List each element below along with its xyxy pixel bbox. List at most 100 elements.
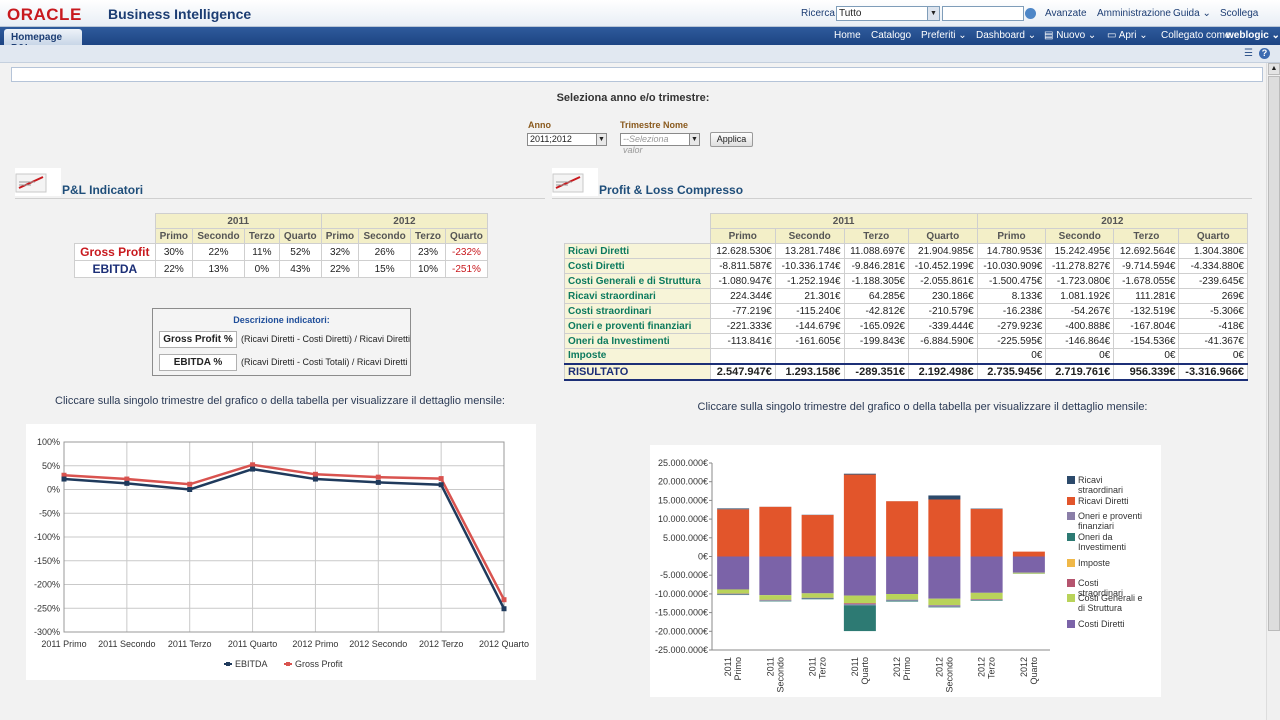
bar-segment[interactable] — [928, 556, 961, 599]
bar-segment[interactable] — [970, 556, 1003, 593]
table-cell[interactable]: -1.252.194€ — [774, 273, 845, 289]
table-cell[interactable]: -54.267€ — [1045, 303, 1115, 319]
data-point[interactable] — [61, 472, 67, 478]
data-point[interactable] — [124, 480, 130, 486]
table-cell[interactable] — [709, 348, 776, 364]
table-cell[interactable]: -239.645€ — [1178, 273, 1248, 289]
bar-segment[interactable] — [843, 473, 876, 475]
table-cell[interactable]: -16.238€ — [976, 303, 1047, 319]
search-input[interactable] — [942, 6, 1024, 21]
table-cell[interactable]: 23% — [410, 243, 446, 261]
nav-new[interactable]: ▤ Nuovo ⌄ — [1044, 30, 1096, 41]
data-point[interactable] — [501, 597, 507, 603]
bar-segment[interactable] — [843, 474, 876, 557]
table-cell[interactable]: 26% — [358, 243, 412, 261]
table-cell[interactable]: -1.500.475€ — [976, 273, 1047, 289]
bar-segment[interactable] — [970, 599, 1003, 601]
table-cell[interactable]: -225.595€ — [976, 333, 1047, 349]
series-line-gross-profit[interactable] — [63, 463, 506, 601]
data-point[interactable] — [124, 476, 130, 482]
table-cell[interactable]: -1.723.080€ — [1045, 273, 1115, 289]
year-header[interactable]: 2012 — [976, 213, 1249, 229]
row-label[interactable]: Ricavi Diretti — [564, 243, 711, 259]
bar-segment[interactable] — [801, 598, 834, 600]
row-label[interactable]: Costi straordinari — [564, 303, 711, 319]
table-cell[interactable]: 32% — [320, 243, 360, 261]
nav-open[interactable]: ▭ Apri ⌄ — [1107, 30, 1148, 41]
quarter-header[interactable]: Secondo — [191, 228, 245, 244]
table-cell[interactable]: -77.219€ — [709, 303, 776, 319]
bar-segment[interactable] — [843, 604, 876, 606]
table-cell[interactable]: -1.188.305€ — [843, 273, 909, 289]
table-cell[interactable]: -418€ — [1178, 318, 1248, 334]
year-header[interactable]: 2011 — [154, 213, 322, 229]
data-point[interactable] — [187, 481, 193, 487]
table-cell[interactable]: 2.719.761€ — [1045, 362, 1115, 381]
table-cell[interactable]: -279.923€ — [976, 318, 1047, 334]
table-cell[interactable] — [774, 348, 845, 364]
user-menu[interactable]: weblogic ⌄ — [1226, 30, 1280, 41]
data-point[interactable] — [501, 606, 507, 612]
table-cell[interactable]: 14.780.953€ — [976, 243, 1047, 259]
tab-homepage-pl[interactable]: Homepage P&L — [4, 29, 82, 54]
quarter-header[interactable]: Terzo — [1113, 228, 1180, 244]
row-label[interactable]: Oneri da Investimenti — [564, 333, 711, 349]
table-cell[interactable]: -210.579€ — [907, 303, 978, 319]
trimestre-chevron-down-icon[interactable]: ▼ — [689, 133, 700, 146]
bar-segment[interactable] — [1012, 551, 1045, 557]
table-cell[interactable]: -3.316.966€ — [1178, 362, 1248, 381]
table-cell[interactable]: 0€ — [1178, 348, 1248, 364]
bar-segment[interactable] — [843, 556, 876, 596]
quarter-header[interactable]: Quarto — [1178, 228, 1248, 244]
anno-select[interactable]: 2011;2012 — [527, 133, 597, 146]
table-cell[interactable]: 8.133€ — [976, 288, 1047, 304]
table-cell[interactable]: 22% — [320, 260, 360, 278]
table-cell[interactable] — [907, 348, 978, 364]
nav-catalog[interactable]: Catalogo — [871, 30, 912, 41]
table-cell[interactable]: 12.692.564€ — [1113, 243, 1180, 259]
bar-segment[interactable] — [759, 600, 792, 601]
table-cell[interactable]: 1.081.192€ — [1045, 288, 1115, 304]
table-cell[interactable]: 11.088.697€ — [843, 243, 909, 259]
table-cell[interactable]: 64.285€ — [843, 288, 909, 304]
table-cell[interactable]: 1.293.158€ — [774, 362, 845, 381]
bar-segment[interactable] — [759, 506, 792, 557]
table-cell[interactable]: 13.281.748€ — [774, 243, 845, 259]
bar-segment[interactable] — [928, 605, 961, 607]
data-point[interactable] — [61, 476, 67, 482]
bar-segment[interactable] — [801, 597, 834, 599]
pl-stacked-bar-chart[interactable]: 25.000.000€ 20.000.000€ 15.000.000€ 10.000.… — [650, 445, 1161, 697]
bar-segment[interactable] — [1012, 556, 1045, 573]
bar-segment[interactable] — [970, 509, 1003, 557]
table-cell[interactable]: -5.306€ — [1178, 303, 1248, 319]
data-point[interactable] — [438, 476, 444, 482]
table-cell[interactable]: -251% — [444, 260, 489, 278]
data-point[interactable] — [438, 482, 444, 488]
bar-segment[interactable] — [759, 595, 792, 600]
nav-favorites[interactable]: Preferiti ⌄ — [921, 30, 967, 41]
year-header[interactable]: 2011 — [709, 213, 978, 229]
bar-segment[interactable] — [801, 556, 834, 594]
bar-segment[interactable] — [717, 508, 750, 510]
table-cell[interactable]: -232% — [444, 243, 489, 261]
bar-segment[interactable] — [970, 600, 1003, 601]
table-cell[interactable]: 111.281€ — [1113, 288, 1180, 304]
table-cell[interactable]: 13% — [191, 260, 245, 278]
quarter-header[interactable]: Terzo — [410, 228, 446, 244]
data-point[interactable] — [312, 476, 318, 482]
quarter-header[interactable]: Secondo — [774, 228, 845, 244]
table-cell[interactable]: 15% — [358, 260, 412, 278]
table-cell[interactable]: 1.304.380€ — [1178, 243, 1248, 259]
table-cell[interactable]: 30% — [154, 243, 193, 261]
table-cell[interactable]: 15.242.495€ — [1045, 243, 1115, 259]
bar-segment[interactable] — [928, 598, 961, 606]
bar-segment[interactable] — [759, 556, 792, 596]
scroll-up-icon[interactable]: ▲ — [1268, 63, 1280, 75]
table-cell[interactable] — [843, 348, 909, 364]
series-line-ebitda[interactable] — [63, 467, 506, 610]
bar-segment[interactable] — [886, 600, 919, 602]
advanced-link[interactable]: Avanzate — [1045, 8, 1087, 19]
table-cell[interactable]: 2.735.945€ — [976, 362, 1047, 381]
table-cell[interactable]: 224.344€ — [709, 288, 776, 304]
quarter-header[interactable]: Primo — [154, 228, 193, 244]
